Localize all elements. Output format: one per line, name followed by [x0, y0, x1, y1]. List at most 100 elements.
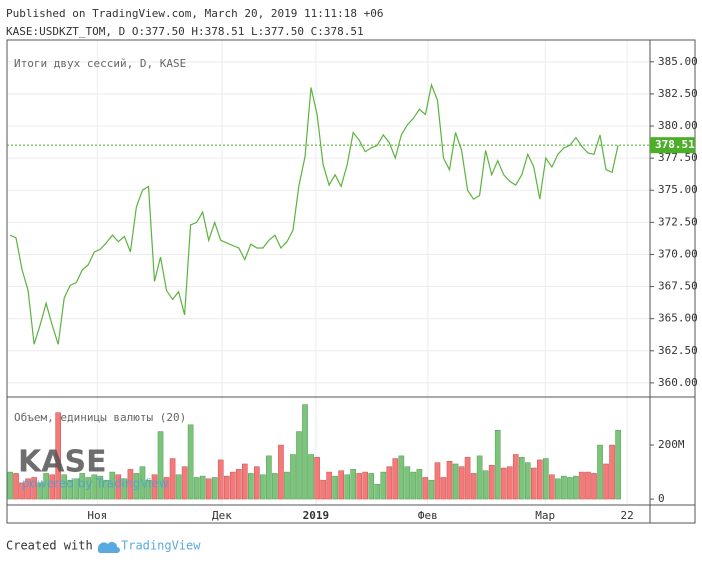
volume-bar [332, 475, 338, 500]
y-tick-label: 372.50 [658, 215, 698, 228]
volume-bar [350, 469, 356, 500]
volume-bar [49, 474, 55, 500]
volume-bar [85, 477, 92, 500]
volume-bar [603, 463, 609, 500]
volume-bar [73, 478, 80, 500]
volume-bar [494, 429, 501, 500]
volume-bar [115, 474, 122, 500]
footer-brand: TradingView [121, 539, 201, 553]
volume-bar [464, 456, 471, 500]
volume-bar [488, 465, 495, 500]
volume-bar [597, 444, 603, 500]
volume-bar [187, 424, 194, 500]
volume-bar [524, 462, 531, 500]
x-tick-label: 22 [620, 509, 633, 522]
price-line [9, 82, 619, 345]
brand-icon [97, 542, 120, 553]
volume-bar [151, 474, 158, 500]
volume-bar [67, 479, 74, 500]
volume-bar [235, 469, 242, 500]
volume-bar [13, 473, 19, 500]
volume-bar [205, 478, 212, 500]
volume-bar [446, 461, 453, 500]
frame [6, 39, 696, 524]
x-tick-label: Ноя [87, 509, 107, 522]
volume-bar [537, 459, 543, 500]
y-tick-label: 362.50 [658, 344, 698, 357]
volume-bar [434, 462, 441, 500]
volume-bar [266, 455, 272, 500]
volume-bar [284, 471, 290, 500]
volume-bar [314, 456, 320, 500]
volume-bar [555, 478, 561, 500]
volume-bar [163, 477, 170, 500]
volume-bar [43, 473, 49, 500]
volume-panel-title: Объем, единицы валюты (20) [14, 411, 186, 424]
volume-bar [368, 473, 375, 500]
volume-bar [567, 477, 573, 500]
price-panel-title: Итоги двух сессий, D, KASE [14, 57, 186, 70]
volume-bar [157, 431, 164, 500]
volume-bar [61, 474, 68, 500]
volume-bar [248, 473, 254, 500]
volume-bar [223, 475, 230, 500]
footer-created: Created with [6, 539, 93, 553]
x-tick-label: 2019 [303, 509, 330, 522]
volume-bar [175, 474, 182, 500]
header-line: Published on TradingView.com, March 20, … [6, 7, 384, 20]
y-tick-label: 377.50 [658, 151, 698, 164]
volume-bar [278, 444, 284, 500]
volume-bar [254, 466, 260, 500]
volume-bar [543, 458, 549, 500]
volume-bar [97, 475, 104, 500]
y-tick-label: 382.50 [658, 87, 698, 100]
y-tick-label: 367.50 [658, 280, 698, 293]
volume-bar [362, 471, 369, 500]
volume-bar [326, 471, 332, 500]
volume-bar [500, 467, 507, 500]
volume-bar [398, 455, 405, 500]
volume-bar [260, 474, 266, 500]
y-tick-label: 200M [658, 438, 685, 451]
volume-bar [217, 459, 224, 500]
y-tick-label: 370.00 [658, 247, 698, 260]
volume-bar [79, 473, 86, 500]
volume-bar [290, 454, 296, 500]
volume-bar [272, 473, 278, 500]
volume-bar [458, 466, 465, 500]
volume-bar [506, 466, 513, 500]
last-price-box [650, 137, 695, 154]
volume-bar [386, 466, 393, 500]
y-tick-label: 0 [658, 492, 665, 505]
volume-bar [145, 479, 152, 500]
volume-bar [242, 463, 248, 500]
x-tick-label: Дек [212, 509, 232, 522]
volume-bar [25, 478, 31, 500]
grid-layer [7, 40, 650, 505]
volume-bar [374, 483, 381, 500]
volume-bar [591, 473, 597, 500]
y-tick-label: 375.00 [658, 183, 698, 196]
volume-bar [549, 474, 555, 500]
volume-bar [19, 482, 25, 500]
volume-bar [169, 458, 176, 500]
volume-bar [392, 458, 399, 500]
volume-bar [7, 471, 13, 500]
volume-bar [55, 412, 61, 500]
volume-bar [452, 463, 459, 500]
watermark-logo: KASE [18, 445, 107, 480]
volume-bar [422, 477, 429, 500]
volume-bar [344, 474, 350, 500]
volume-bar [320, 479, 326, 500]
y-tick-label: 385.00 [658, 55, 698, 68]
volume-bar [103, 479, 110, 500]
volume-bar [139, 466, 146, 500]
volume-bar [470, 473, 477, 500]
volume-bar [476, 455, 483, 500]
volume-bar [579, 471, 585, 500]
volume-bar [133, 473, 140, 500]
volume-bar [512, 454, 519, 500]
volume-bar [404, 466, 411, 500]
